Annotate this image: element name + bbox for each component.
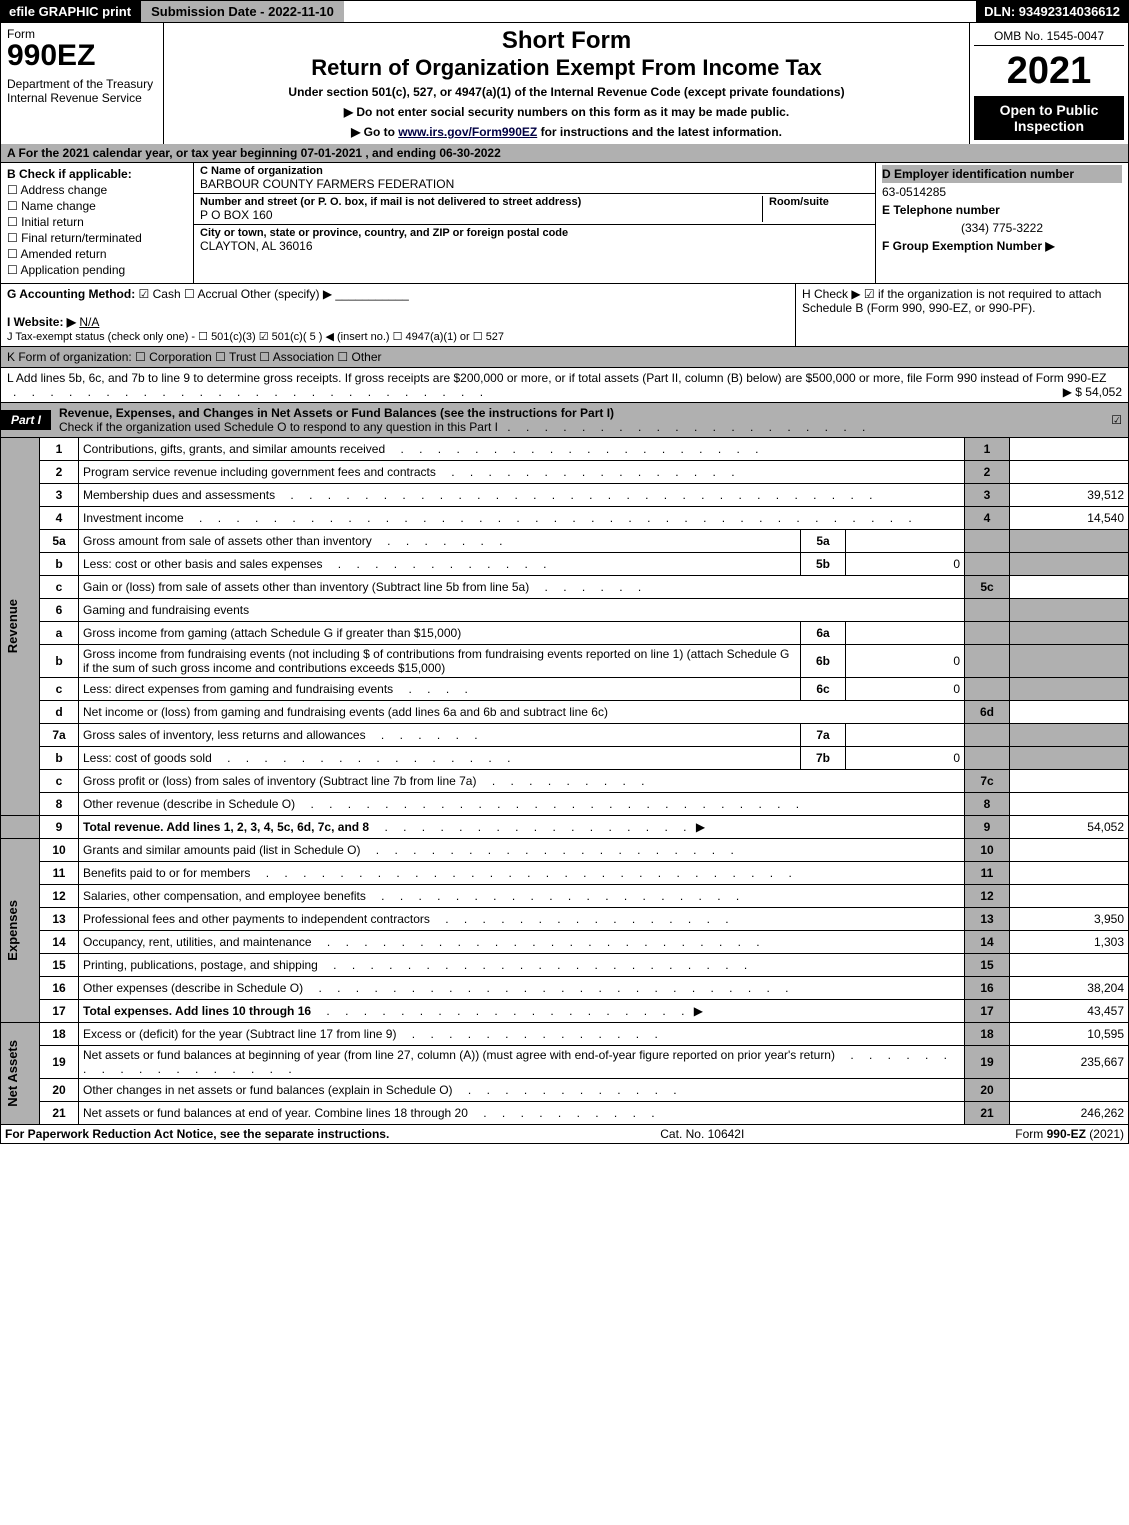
line-16: 16 Other expenses (describe in Schedule …	[1, 977, 1129, 1000]
side-netassets: Net Assets	[5, 1040, 20, 1107]
org-city: CLAYTON, AL 36016	[200, 239, 869, 253]
ein-label: D Employer identification number	[882, 165, 1122, 183]
cb-amended[interactable]: ☐ Amended return	[7, 247, 187, 261]
c-street-label: Number and street (or P. O. box, if mail…	[200, 196, 762, 208]
h-check: H Check ▶ ☑ if the organization is not r…	[796, 284, 1128, 346]
short-form-title: Short Form	[170, 27, 963, 55]
l-value: ▶ $ 54,052	[1063, 385, 1122, 399]
line-5b: b Less: cost or other basis and sales ex…	[1, 553, 1129, 576]
part-i-subtitle: Check if the organization used Schedule …	[59, 420, 498, 434]
submission-date: Submission Date - 2022-11-10	[139, 1, 344, 22]
irs-link[interactable]: www.irs.gov/Form990EZ	[398, 125, 537, 139]
part-i-title: Revenue, Expenses, and Changes in Net As…	[59, 406, 614, 420]
column-b-checkboxes: B Check if applicable: ☐ Address change …	[1, 163, 194, 283]
c-city-label: City or town, state or province, country…	[200, 227, 869, 239]
line-17: 17 Total expenses. Add lines 10 through …	[1, 1000, 1129, 1023]
line-6: 6 Gaming and fundraising events	[1, 599, 1129, 622]
arrow-line-1: ▶ Do not enter social security numbers o…	[170, 105, 963, 119]
j-tax-exempt: J Tax-exempt status (check only one) - ☐…	[7, 331, 504, 343]
footer-center: Cat. No. 10642I	[660, 1127, 744, 1141]
c-name-label: C Name of organization	[200, 165, 869, 177]
info-grid: B Check if applicable: ☐ Address change …	[0, 163, 1129, 284]
row-k: K Form of organization: ☐ Corporation ☐ …	[0, 347, 1129, 368]
cb-accrual[interactable]: ☐ Accrual	[184, 287, 237, 301]
under-section: Under section 501(c), 527, or 4947(a)(1)…	[170, 85, 963, 99]
top-bar: efile GRAPHIC print Submission Date - 20…	[0, 0, 1129, 23]
footer-right: Form 990-EZ (2021)	[1015, 1127, 1124, 1141]
line-7c: c Gross profit or (loss) from sales of i…	[1, 770, 1129, 793]
cb-final-return[interactable]: ☐ Final return/terminated	[7, 231, 187, 245]
line-1: Revenue 1 Contributions, gifts, grants, …	[1, 438, 1129, 461]
line-19: 19 Net assets or fund balances at beginn…	[1, 1046, 1129, 1079]
line-20: 20 Other changes in net assets or fund b…	[1, 1079, 1129, 1102]
omb-no: OMB No. 1545-0047	[974, 27, 1124, 46]
cb-initial-return[interactable]: ☐ Initial return	[7, 215, 187, 229]
row-l: L Add lines 5b, 6c, and 7b to line 9 to …	[0, 368, 1129, 403]
line-10: Expenses 10 Grants and similar amounts p…	[1, 839, 1129, 862]
return-title: Return of Organization Exempt From Incom…	[170, 55, 963, 81]
g-label: G Accounting Method:	[7, 287, 135, 301]
group-exemption-label: F Group Exemption Number ▶	[882, 237, 1122, 255]
line-5c: c Gain or (loss) from sale of assets oth…	[1, 576, 1129, 599]
line-7a: 7a Gross sales of inventory, less return…	[1, 724, 1129, 747]
line-6b: b Gross income from fundraising events (…	[1, 645, 1129, 678]
part-i-label: Part I	[1, 410, 51, 430]
g-other[interactable]: Other (specify) ▶ ___________	[241, 287, 409, 301]
cb-app-pending[interactable]: ☐ Application pending	[7, 263, 187, 277]
l-text: L Add lines 5b, 6c, and 7b to line 9 to …	[7, 371, 1106, 385]
line-9: 9 Total revenue. Add lines 1, 2, 3, 4, 5…	[1, 816, 1129, 839]
part-i-checkbox[interactable]: ☑	[1111, 413, 1128, 427]
line-6d: d Net income or (loss) from gaming and f…	[1, 701, 1129, 724]
line-4: 4 Investment income . . . . . . . . . . …	[1, 507, 1129, 530]
line-7b: b Less: cost of goods sold . . . . . . .…	[1, 747, 1129, 770]
line-21: 21 Net assets or fund balances at end of…	[1, 1102, 1129, 1125]
open-public-badge: Open to Public Inspection	[974, 96, 1124, 140]
column-c-org-info: C Name of organization BARBOUR COUNTY FA…	[194, 163, 876, 283]
tax-year: 2021	[974, 46, 1124, 96]
line-15: 15 Printing, publications, postage, and …	[1, 954, 1129, 977]
line-5a: 5a Gross amount from sale of assets othe…	[1, 530, 1129, 553]
dept-label: Department of the Treasury Internal Reve…	[7, 77, 157, 105]
form-header: Form 990EZ Department of the Treasury In…	[0, 23, 1129, 144]
i-label: I Website: ▶	[7, 315, 76, 329]
side-expenses: Expenses	[5, 900, 20, 961]
b-label: B Check if applicable:	[7, 167, 187, 181]
footer: For Paperwork Reduction Act Notice, see …	[0, 1125, 1129, 1144]
c-room-label: Room/suite	[769, 196, 869, 208]
cb-address-change[interactable]: ☐ Address change	[7, 183, 187, 197]
side-revenue: Revenue	[5, 599, 20, 653]
org-street: P O BOX 160	[200, 208, 762, 222]
line-11: 11 Benefits paid to or for members . . .…	[1, 862, 1129, 885]
line-6c: c Less: direct expenses from gaming and …	[1, 678, 1129, 701]
efile-print-label[interactable]: efile GRAPHIC print	[1, 1, 139, 22]
dln-label: DLN: 93492314036612	[976, 1, 1128, 22]
form-number: 990EZ	[7, 41, 157, 71]
footer-left: For Paperwork Reduction Act Notice, see …	[5, 1127, 389, 1141]
cb-name-change[interactable]: ☐ Name change	[7, 199, 187, 213]
line-8: 8 Other revenue (describe in Schedule O)…	[1, 793, 1129, 816]
cb-cash[interactable]: ☑ Cash	[139, 287, 181, 301]
arrow-line-2: ▶ Go to www.irs.gov/Form990EZ for instru…	[170, 125, 963, 139]
phone-label: E Telephone number	[882, 201, 1122, 219]
phone-value: (334) 775-3222	[882, 219, 1122, 237]
ein-value: 63-0514285	[882, 183, 1122, 201]
line-14: 14 Occupancy, rent, utilities, and maint…	[1, 931, 1129, 954]
column-d-identifiers: D Employer identification number 63-0514…	[876, 163, 1128, 283]
line-3: 3 Membership dues and assessments . . . …	[1, 484, 1129, 507]
line-18: Net Assets 18 Excess or (deficit) for th…	[1, 1023, 1129, 1046]
line-2: 2 Program service revenue including gove…	[1, 461, 1129, 484]
section-a-calendar-year: A For the 2021 calendar year, or tax yea…	[0, 144, 1129, 163]
part-i-header: Part I Revenue, Expenses, and Changes in…	[0, 403, 1129, 438]
line-13: 13 Professional fees and other payments …	[1, 908, 1129, 931]
line-12: 12 Salaries, other compensation, and emp…	[1, 885, 1129, 908]
row-g-h: G Accounting Method: ☑ Cash ☐ Accrual Ot…	[0, 284, 1129, 347]
website-value: N/A	[79, 315, 99, 329]
org-name: BARBOUR COUNTY FARMERS FEDERATION	[200, 177, 869, 191]
part-i-table: Revenue 1 Contributions, gifts, grants, …	[0, 438, 1129, 1125]
line-6a: a Gross income from gaming (attach Sched…	[1, 622, 1129, 645]
